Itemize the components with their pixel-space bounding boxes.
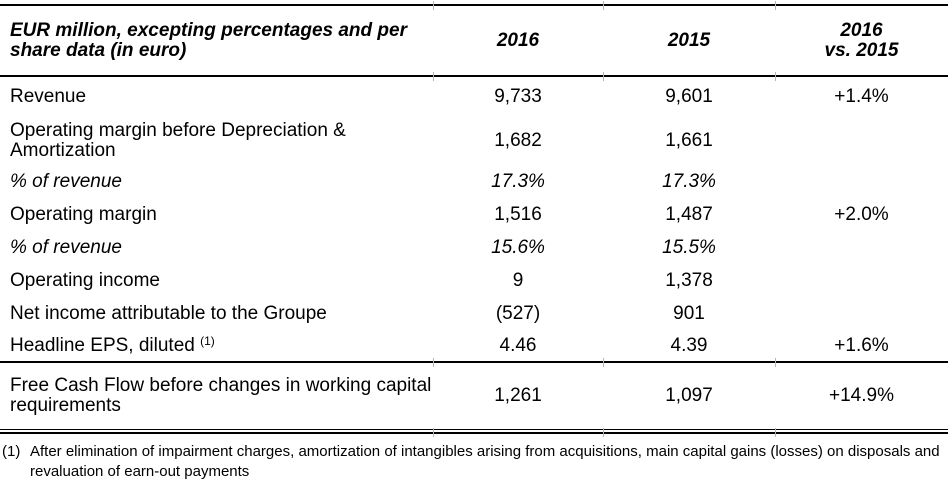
footnote-text: After elimination of impairment charges,… bbox=[30, 443, 940, 480]
value-vs: +14.9% bbox=[775, 361, 948, 430]
value-2015: 4.39 bbox=[670, 334, 708, 356]
column-tick bbox=[603, 428, 604, 437]
value-2016: 1,682 bbox=[494, 130, 542, 151]
value-2016: 15.6% bbox=[491, 236, 545, 258]
table-row-operating-margin-before-da: Operating margin before Depreciation & A… bbox=[0, 117, 948, 165]
row-label: Headline EPS, diluted (1) bbox=[0, 330, 433, 362]
value-vs: +2.0% bbox=[834, 203, 889, 225]
row-label: % of revenue bbox=[10, 170, 122, 192]
column-tick bbox=[433, 358, 434, 367]
column-tick bbox=[603, 1, 604, 10]
value-2016: (527) bbox=[495, 302, 541, 324]
row-label: Revenue bbox=[10, 86, 87, 107]
row-label: Operating income bbox=[10, 269, 160, 291]
value-2015: 1,097 bbox=[603, 361, 775, 430]
table-row-revenue: Revenue 9,733 9,601 +1.4% bbox=[0, 76, 948, 117]
column-tick bbox=[603, 358, 604, 367]
row-label: Free Cash Flow before changes in working… bbox=[0, 361, 433, 430]
table-row-free-cash-flow: Free Cash Flow before changes in working… bbox=[0, 361, 948, 430]
footnote-marker: (1) bbox=[2, 443, 21, 460]
value-2016: 4.46 bbox=[499, 334, 537, 356]
column-tick bbox=[775, 72, 776, 81]
table-title: EUR million, excepting percentages and p… bbox=[10, 19, 407, 61]
value-vs bbox=[775, 297, 948, 330]
column-tick bbox=[775, 358, 776, 367]
column-header-2016-vs-2015: 2016 vs. 2015 bbox=[775, 5, 948, 77]
table-row-operating-margin: Operating margin 1,516 1,487 +2.0% bbox=[0, 198, 948, 231]
column-tick bbox=[433, 1, 434, 10]
value-2016: 9,733 bbox=[494, 86, 542, 107]
value-2015: 901 bbox=[673, 302, 705, 324]
value-vs: +1.4% bbox=[834, 86, 889, 107]
value-2015: 1,378 bbox=[665, 269, 713, 291]
value-2015: 9,601 bbox=[665, 86, 713, 107]
footnote: (1) After elimination of impairment char… bbox=[0, 442, 948, 480]
table-row-net-income: Net income attributable to the Groupe (5… bbox=[0, 297, 948, 330]
value-2015: 1,487 bbox=[665, 203, 713, 225]
vs-header-line2: vs. 2015 bbox=[824, 39, 899, 61]
table-row-operating-income: Operating income 9 1,378 bbox=[0, 264, 948, 297]
table-bottom-rule bbox=[0, 432, 948, 434]
column-tick bbox=[433, 72, 434, 81]
row-label: Operating margin before Depreciation & A… bbox=[10, 120, 346, 161]
column-tick bbox=[775, 428, 776, 437]
footnote-reference: (1) bbox=[200, 333, 215, 348]
value-vs bbox=[775, 264, 948, 297]
financial-summary-table: EUR million, excepting percentages and p… bbox=[0, 4, 948, 430]
value-vs bbox=[775, 117, 948, 165]
column-tick bbox=[433, 428, 434, 437]
column-tick bbox=[775, 1, 776, 10]
column-tick bbox=[603, 72, 604, 81]
column-header-2016: 2016 bbox=[433, 5, 603, 77]
row-label: Net income attributable to the Groupe bbox=[10, 302, 327, 324]
row-label: Operating margin bbox=[10, 203, 157, 225]
value-vs: +1.6% bbox=[834, 334, 889, 356]
column-header-2015: 2015 bbox=[603, 5, 775, 77]
row-label-text: Headline EPS, diluted bbox=[10, 334, 195, 356]
value-2015: 17.3% bbox=[662, 170, 716, 192]
value-2016: 1,516 bbox=[494, 203, 542, 225]
table-title-cell: EUR million, excepting percentages and p… bbox=[0, 5, 433, 77]
value-2016: 1,261 bbox=[433, 361, 603, 430]
value-2016: 17.3% bbox=[491, 170, 545, 192]
vs-header-line1: 2016 bbox=[840, 19, 883, 41]
table-row-percent-of-revenue-2: % of revenue 15.6% 15.5% bbox=[0, 231, 948, 264]
value-vs bbox=[775, 231, 948, 264]
table-row-headline-eps: Headline EPS, diluted (1) 4.46 4.39 +1.6… bbox=[0, 330, 948, 362]
table-row-percent-of-revenue-1: % of revenue 17.3% 17.3% bbox=[0, 165, 948, 198]
value-2015: 15.5% bbox=[662, 236, 716, 258]
value-2016: 9 bbox=[512, 269, 524, 291]
row-label: % of revenue bbox=[10, 236, 122, 258]
header-row: EUR million, excepting percentages and p… bbox=[0, 5, 948, 77]
value-2015: 1,661 bbox=[665, 130, 713, 151]
value-vs bbox=[775, 165, 948, 198]
